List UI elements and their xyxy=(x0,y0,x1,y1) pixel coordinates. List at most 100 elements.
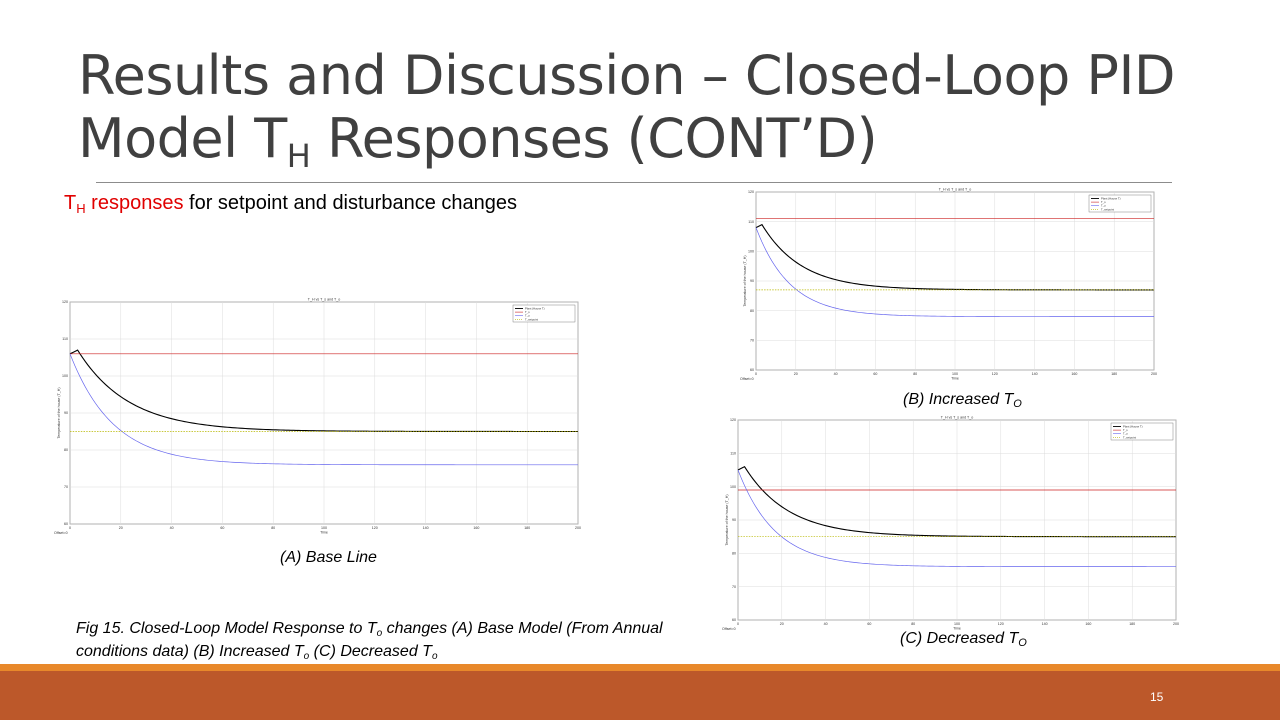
x-tick-label: 0 xyxy=(69,526,71,530)
x-tick-label: 80 xyxy=(911,622,915,626)
y-tick-label: 120 xyxy=(730,418,736,422)
y-tick-label: 120 xyxy=(62,300,68,304)
subtitle-subscript: H xyxy=(76,201,86,216)
x-tick-label: 140 xyxy=(1042,622,1048,626)
y-tick-label: 70 xyxy=(64,485,68,489)
legend-label: Plant (House T) xyxy=(1101,197,1121,201)
caption-c-sub: O xyxy=(1018,637,1027,649)
x-tick-label: 20 xyxy=(794,372,798,376)
x-axis-label: Time xyxy=(953,627,961,631)
title-divider xyxy=(96,182,1172,183)
x-tick-label: 100 xyxy=(321,526,327,530)
x-tick-label: 180 xyxy=(1129,622,1135,626)
x-tick-label: 60 xyxy=(867,622,871,626)
subtitle-red-text: responses xyxy=(85,192,184,214)
caption-a: (A) Base Line xyxy=(280,549,377,567)
x-tick-label: 100 xyxy=(954,622,960,626)
legend-box xyxy=(1088,194,1152,213)
legend-label: T_s xyxy=(525,310,530,314)
x-tick-label: 60 xyxy=(873,372,877,376)
legend-label: Plant (House T) xyxy=(1123,425,1143,429)
series-line-t-o xyxy=(755,227,1154,317)
footer-accent-band xyxy=(0,664,1280,671)
x-tick-label: 120 xyxy=(372,526,378,530)
legend-label: Plant (House T) xyxy=(525,307,545,311)
series-line-t-o xyxy=(737,469,1176,568)
chart-title: T_H vs T_s and T_o xyxy=(941,416,973,420)
title-line-1: Results and Discussion – Closed-Loop PID xyxy=(78,44,1176,107)
x-tick-label: 40 xyxy=(834,372,838,376)
figure-caption: Fig 15. Closed-Loop Model Response to To… xyxy=(76,617,696,663)
fig-caption-sub-1: o xyxy=(376,628,383,639)
y-tick-label: 90 xyxy=(64,411,68,415)
y-axis-label: Temperature of the house (T_H) xyxy=(57,387,61,438)
chart-title: T_H vs T_s and T_o xyxy=(308,298,340,302)
x-tick-label: 140 xyxy=(423,526,429,530)
slide-subtitle: TH responses for setpoint and disturbanc… xyxy=(64,192,517,215)
fig-caption-sub-3: o xyxy=(431,651,438,662)
y-tick-label: 80 xyxy=(732,552,736,556)
x-tick-label: 160 xyxy=(1085,622,1091,626)
chart-a: 0 20 40 60 80 100 120 140 160 180 200 60 70 80 90 100 11… xyxy=(54,298,581,536)
chart-b: 0 20 40 60 80 100 120 140 160 180 200 60 70 80 90 100 11… xyxy=(740,188,1157,382)
legend-label: T_o xyxy=(525,314,530,318)
chart-title: T_H vs T_s and T_o xyxy=(939,188,971,192)
x-tick-label: 0 xyxy=(755,372,757,376)
title-subscript: H xyxy=(286,137,311,175)
legend-label: T_o xyxy=(1123,432,1128,436)
subtitle-t: T xyxy=(64,192,77,214)
legend-box xyxy=(1110,422,1174,441)
offset-label: Offset=0 xyxy=(54,531,68,535)
chart-c: 0 20 40 60 80 100 120 140 160 180 200 60 70 80 90 100 11… xyxy=(722,416,1179,632)
legend-label: T_s xyxy=(1123,428,1128,432)
title-line-2-pre: Model T xyxy=(78,107,287,170)
x-tick-label: 200 xyxy=(1173,622,1179,626)
y-tick-label: 90 xyxy=(750,279,754,283)
y-tick-label: 110 xyxy=(748,220,754,224)
x-tick-label: 140 xyxy=(1032,372,1038,376)
x-tick-label: 160 xyxy=(1071,372,1077,376)
slide-title: Results and Discussion – Closed-Loop PID… xyxy=(78,44,1228,172)
x-axis-label: Time xyxy=(320,531,328,535)
fig-caption-part-2: changes (A) Base Model (From Annual cond… xyxy=(76,620,663,660)
page-number: 15 xyxy=(1150,690,1164,704)
y-axis-label: Temperature of the house (T_H) xyxy=(743,255,747,306)
x-tick-label: 100 xyxy=(952,372,958,376)
legend-label: T_setpoint xyxy=(1123,435,1136,439)
series-line-t-o xyxy=(69,353,578,466)
x-tick-label: 200 xyxy=(575,526,581,530)
caption-a-text: (A) Base Line xyxy=(280,549,377,566)
caption-b: (B) Increased TO xyxy=(903,391,1022,410)
caption-c-text: (C) Decreased T xyxy=(900,630,1019,647)
fig-caption-sub-2: o xyxy=(303,651,310,662)
legend-label: T_o xyxy=(1101,204,1106,208)
subtitle-rest: for setpoint and disturbance changes xyxy=(183,192,518,214)
series-line-plant-house-t- xyxy=(755,223,1154,291)
x-tick-label: 20 xyxy=(780,622,784,626)
footer-band xyxy=(0,671,1280,720)
legend-label: T_s xyxy=(1101,200,1106,204)
x-axis-label: Time xyxy=(951,377,959,381)
caption-b-sub: O xyxy=(1013,398,1022,410)
y-tick-label: 70 xyxy=(732,585,736,589)
x-tick-label: 160 xyxy=(473,526,479,530)
y-tick-label: 90 xyxy=(732,518,736,522)
y-tick-label: 100 xyxy=(730,485,736,489)
y-tick-label: 80 xyxy=(64,448,68,452)
y-tick-label: 60 xyxy=(64,522,68,526)
x-tick-label: 80 xyxy=(913,372,917,376)
x-tick-label: 180 xyxy=(524,526,530,530)
x-tick-label: 40 xyxy=(824,622,828,626)
legend-box xyxy=(512,304,576,323)
y-tick-label: 100 xyxy=(62,374,68,378)
y-tick-label: 110 xyxy=(730,452,736,456)
title-line-2-post: Responses (CONT’D) xyxy=(310,107,878,170)
caption-c: (C) Decreased TO xyxy=(900,630,1027,649)
x-tick-label: 200 xyxy=(1151,372,1157,376)
x-tick-label: 40 xyxy=(170,526,174,530)
fig-caption-part-3: (C) Decreased T xyxy=(309,643,432,660)
y-tick-label: 80 xyxy=(750,309,754,313)
legend-label: T_setpoint xyxy=(1101,207,1114,211)
x-tick-label: 20 xyxy=(119,526,123,530)
legend-label: T_setpoint xyxy=(525,317,538,321)
